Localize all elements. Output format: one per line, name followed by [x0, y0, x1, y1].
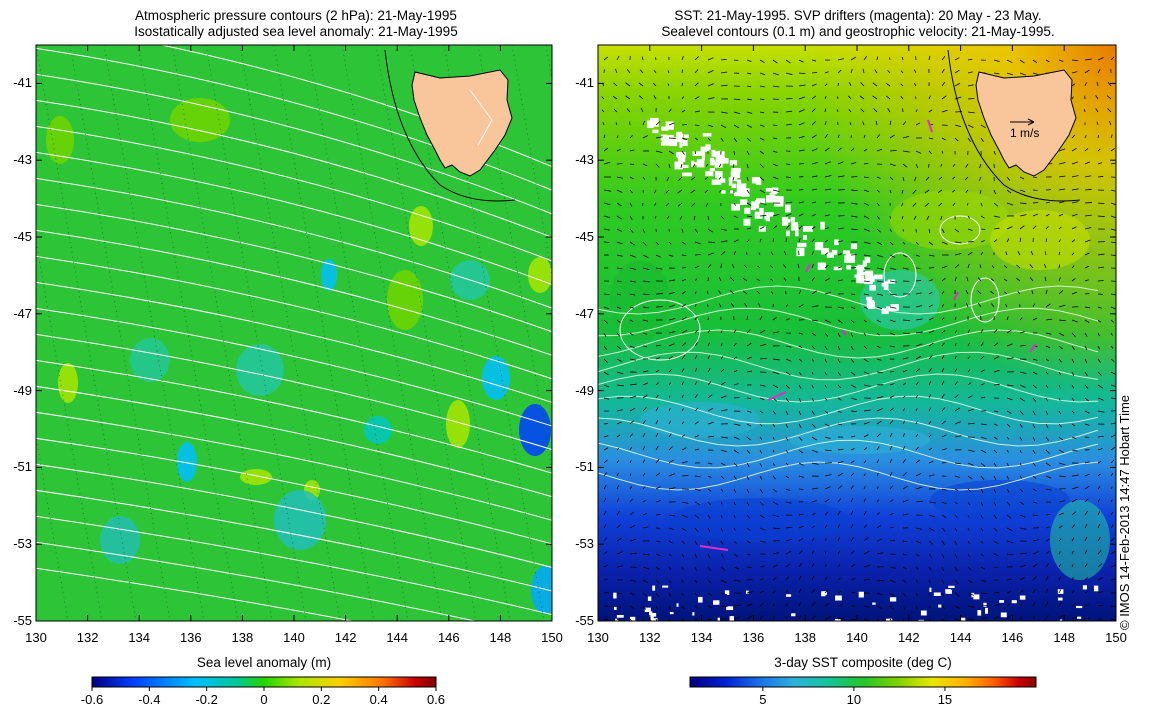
colorbar-tick-label: 0.4 — [369, 692, 388, 707]
x-tick-label: 142 — [897, 630, 920, 645]
x-tick-label: 132 — [638, 630, 661, 645]
colorbar-tick-label: -0.2 — [195, 692, 218, 707]
tasmania-right — [947, 49, 1081, 202]
tasmania-left — [384, 49, 516, 202]
pressure-contours — [36, 45, 552, 621]
sla-colorbar — [91, 676, 437, 688]
left-map-title: Atmospheric pressure contours (2 hPa): 2… — [36, 8, 556, 40]
sla-anomaly-layer — [46, 98, 552, 614]
x-tick-label: 148 — [489, 630, 512, 645]
y-tick-label: -45 — [13, 229, 32, 244]
x-tick-label: 138 — [794, 630, 817, 645]
drifter-track — [927, 119, 933, 133]
y-tick-label: -41 — [13, 75, 32, 91]
credit-text: © IMOS 14-Feb-2013 14:47 Hobart Time — [1117, 350, 1132, 630]
colorbar-ticks — [91, 687, 946, 691]
x-tick-label: 138 — [231, 630, 254, 645]
right-title-line1: SST: 21-May-1995. SVP drifters (magenta)… — [674, 8, 1042, 23]
colorbar-tick-label: -0.4 — [138, 692, 161, 707]
sst-colorbar — [689, 676, 1037, 688]
x-tick-label: 146 — [1001, 630, 1024, 645]
x-tick-label: 136 — [179, 630, 202, 645]
x-tick-label: 142 — [334, 630, 357, 645]
x-tick-label: 134 — [128, 630, 151, 645]
colorbar-tick-label: 5 — [759, 692, 767, 707]
y-tick-label: -45 — [575, 229, 594, 244]
axis-ticks — [35, 45, 1117, 622]
x-tick-label: 140 — [283, 630, 305, 645]
left-title-line2: Isostatically adjusted sea level anomaly… — [134, 24, 458, 39]
credit-label: © IMOS 14-Feb-2013 14:47 Hobart Time — [1117, 394, 1132, 630]
colorbar-tick-label: 0.6 — [426, 692, 446, 707]
y-tick-label: -51 — [13, 459, 32, 475]
drifter-track — [805, 263, 811, 273]
sst-colorbar-title: 3-day SST composite (deg C) — [774, 655, 952, 670]
y-tick-label: -47 — [13, 305, 32, 321]
sea-level-contours — [598, 215, 1099, 491]
colorbar-tick-label: 15 — [937, 692, 953, 707]
y-tick-label: -41 — [575, 75, 594, 91]
y-tick-label: -49 — [575, 382, 594, 398]
y-tick-label: -51 — [575, 459, 594, 475]
y-tick-label: -43 — [575, 152, 594, 168]
right-title-line2: Sealevel contours (0.1 m) and geostrophi… — [661, 24, 1055, 39]
drifter-track — [767, 391, 787, 401]
x-tick-label: 136 — [742, 630, 765, 645]
x-tick-label: 134 — [690, 630, 713, 645]
y-tick-label: -53 — [13, 536, 32, 552]
colorbar-tick-label: 10 — [846, 692, 862, 707]
y-tick-label: -47 — [575, 305, 594, 321]
x-tick-label: 130 — [587, 630, 609, 645]
right-map-title: SST: 21-May-1995. SVP drifters (magenta)… — [598, 8, 1118, 40]
colorbar-tick-label: 0.2 — [312, 692, 331, 707]
x-tick-label: 140 — [846, 630, 868, 645]
drifter-track — [841, 329, 847, 336]
colorbar-tick-label: -0.6 — [80, 692, 104, 707]
y-tick-label: -53 — [575, 536, 594, 552]
left-title-line1: Atmospheric pressure contours (2 hPa): 2… — [135, 8, 457, 23]
x-tick-label: 150 — [541, 630, 563, 645]
y-tick-label: -55 — [13, 613, 32, 628]
x-tick-label: 132 — [76, 630, 99, 645]
velocity-scale-label: 1 m/s — [1010, 126, 1040, 140]
y-tick-label: -49 — [13, 382, 32, 398]
drifter-track — [953, 291, 959, 301]
x-tick-label: 130 — [25, 630, 47, 645]
left-map — [35, 44, 553, 622]
x-tick-label: 146 — [437, 630, 460, 645]
y-tick-label: -55 — [575, 613, 594, 628]
y-tick-label: -43 — [13, 152, 32, 168]
x-tick-label: 150 — [1105, 630, 1127, 645]
right-map — [597, 44, 1117, 622]
colorbar-tick-label: 0 — [260, 692, 268, 707]
svp-drifter-tracks — [699, 119, 1037, 551]
x-tick-label: 148 — [1053, 630, 1076, 645]
x-tick-label: 144 — [949, 630, 972, 645]
x-tick-label: 144 — [386, 630, 409, 645]
drifter-track — [699, 545, 729, 551]
drifter-track — [1029, 343, 1037, 353]
sla-colorbar-title: Sea level anomaly (m) — [196, 655, 332, 670]
cloud-mask — [613, 117, 1099, 621]
